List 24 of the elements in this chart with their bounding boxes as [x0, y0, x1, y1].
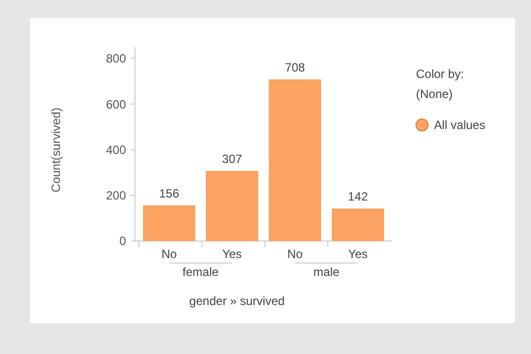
x-tick-label: Yes — [222, 247, 242, 261]
x-axis-title: gender » survived — [189, 294, 285, 308]
text: female — [182, 265, 219, 279]
y-axis-title: Count(survived) — [49, 108, 63, 192]
data-label: 142 — [348, 190, 368, 204]
text: (None) — [416, 87, 453, 101]
text: male — [313, 265, 340, 279]
data-label: 156 — [159, 186, 180, 200]
bar — [268, 79, 322, 241]
legend-label: All values — [434, 118, 486, 132]
y-tick-label: 0 — [119, 234, 126, 248]
bar — [332, 208, 384, 241]
data-label: 708 — [284, 60, 306, 74]
y-tick-label: 800 — [106, 52, 126, 66]
x-tick-label: No — [287, 247, 303, 261]
x-tick-label: No — [161, 247, 178, 261]
x-tick-label: Yes — [348, 247, 368, 261]
legend-title: Color by: — [416, 67, 464, 81]
data-label: 307 — [222, 152, 242, 166]
y-tick-label: 400 — [106, 142, 126, 157]
y-tick-label: 200 — [106, 188, 126, 203]
y-tick-label: 600 — [106, 97, 126, 112]
bar — [206, 170, 258, 241]
bar — [143, 205, 196, 241]
